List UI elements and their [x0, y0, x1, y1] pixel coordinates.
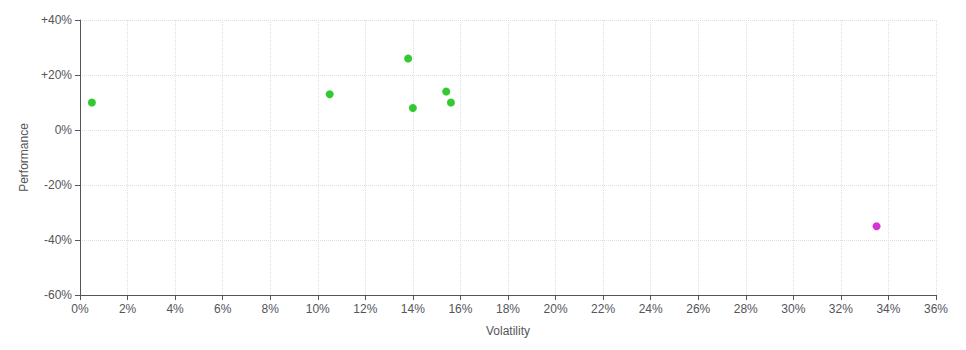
- svg-text:10%: 10%: [306, 302, 330, 316]
- svg-text:12%: 12%: [353, 302, 377, 316]
- svg-text:20%: 20%: [544, 302, 568, 316]
- svg-text:-40%: -40%: [44, 233, 72, 247]
- svg-text:0%: 0%: [55, 123, 73, 137]
- svg-text:-20%: -20%: [44, 178, 72, 192]
- svg-text:0%: 0%: [71, 302, 89, 316]
- svg-text:22%: 22%: [591, 302, 615, 316]
- svg-text:2%: 2%: [119, 302, 137, 316]
- svg-text:16%: 16%: [448, 302, 472, 316]
- svg-text:18%: 18%: [496, 302, 520, 316]
- svg-text:32%: 32%: [829, 302, 853, 316]
- svg-text:14%: 14%: [401, 302, 425, 316]
- svg-text:Volatility: Volatility: [486, 324, 530, 338]
- svg-text:+40%: +40%: [41, 13, 72, 27]
- svg-text:26%: 26%: [686, 302, 710, 316]
- svg-text:-60%: -60%: [44, 288, 72, 302]
- svg-text:+20%: +20%: [41, 68, 72, 82]
- svg-text:36%: 36%: [924, 302, 948, 316]
- svg-text:30%: 30%: [781, 302, 805, 316]
- svg-text:4%: 4%: [166, 302, 184, 316]
- svg-text:Performance: Performance: [17, 123, 31, 192]
- svg-text:34%: 34%: [876, 302, 900, 316]
- svg-text:8%: 8%: [262, 302, 280, 316]
- svg-text:28%: 28%: [734, 302, 758, 316]
- svg-text:24%: 24%: [639, 302, 663, 316]
- svg-text:6%: 6%: [214, 302, 232, 316]
